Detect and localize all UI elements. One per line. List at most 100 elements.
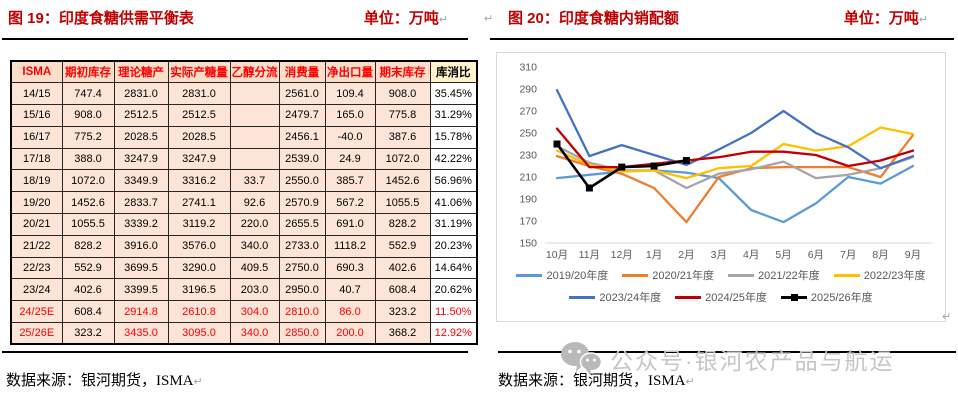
table-cell	[229, 125, 280, 149]
table-cell: 2456.1	[278, 125, 326, 149]
paragraph-mark-icon: ↵	[438, 14, 448, 26]
legend-swatch-icon	[780, 293, 807, 301]
legend-row: 2019/20年度 2020/21年度 2021/22年度 2022/23年度	[516, 267, 926, 283]
table-cell: 2570.9	[278, 191, 326, 215]
table-row: 17/18 388.0 3247.9 3247.9 2539.0 24.9 1072.0 42…	[10, 147, 478, 171]
table-cell: 2733.0	[278, 234, 326, 258]
left-figure-title: 图 19：印度食糖供需平衡表	[8, 10, 194, 27]
table-row: 19/20 1452.6 2833.7 2741.1 92.6 2570.9 567.2 10…	[10, 191, 478, 215]
table-cell: 691.0	[324, 213, 376, 236]
table-cell: 690.3	[324, 256, 376, 280]
left-title-row: 图 19：印度食糖供需平衡表 单位：万吨↵	[8, 7, 448, 28]
table-cell: 2561.0	[278, 82, 326, 106]
watermark: 公众号·银河农产品与航运	[560, 341, 895, 377]
y-axis-tick-label: 270	[519, 106, 537, 118]
table-row: 24/25E 608.4 2914.8 2610.8 304.0 2810.0 86.0 32…	[10, 300, 478, 324]
table-header-cell: 净出口量	[324, 60, 376, 84]
series-line	[555, 127, 915, 169]
table-cell: 200.0	[324, 322, 376, 345]
table-cell: 2550.0	[278, 169, 326, 193]
table-cell: 1055.5	[61, 213, 115, 236]
chart-plot-area: 310 290 270 250 230 210 190 170 150 10月 11月 12月 1月 2月…	[519, 62, 933, 261]
legend-row: 2023/24年度 2024/25年度 2025/26年度	[569, 289, 873, 305]
table-cell: 24.9	[324, 147, 376, 171]
table-cell: 775.2	[61, 125, 115, 149]
paragraph-mark-icon: ↵	[942, 311, 952, 323]
series-marker	[585, 184, 593, 192]
legend-item: 2021/22年度	[728, 267, 820, 283]
table-header-cell: 期初库存	[61, 60, 115, 84]
table-header-cell: 理论糖产	[113, 60, 169, 84]
table-cell: 1055.5	[374, 191, 431, 215]
table-cell: 368.2	[374, 322, 431, 345]
table-cell: 3290.0	[167, 256, 231, 280]
y-axis-tick-label: 250	[519, 128, 537, 140]
table-year-cell: 20/21	[10, 213, 63, 236]
x-axis-tick-label: 3月	[711, 249, 727, 261]
table-cell: 203.0	[229, 278, 280, 302]
y-axis-tick-label: 290	[519, 84, 537, 96]
table-cell: 220.0	[229, 213, 280, 236]
table-header-cell: 实际产糖量	[167, 60, 231, 84]
table-header-row: ISMA 期初库存 理论糖产 实际产糖量 乙醇分流 消费量 净出口量 期末库存 库消比	[10, 60, 478, 84]
table-cell: 3196.5	[167, 278, 231, 302]
right-figure-title: 图 20：印度食糖内销配额	[508, 10, 679, 27]
table-year-cell: 17/18	[10, 147, 63, 171]
x-axis-tick-label: 4月	[743, 249, 759, 261]
table-cell: 20.23%	[429, 234, 478, 258]
table-cell: 2914.8	[113, 300, 169, 324]
table-cell: 828.2	[374, 213, 431, 236]
table-cell: 3349.9	[113, 169, 169, 193]
series-marker	[650, 162, 658, 170]
table-cell: 3699.5	[113, 256, 169, 280]
right-bottom-rule	[498, 351, 956, 353]
y-axis-tick-label: 150	[519, 238, 537, 250]
table-cell: 323.2	[374, 300, 431, 324]
legend-swatch-icon	[516, 273, 543, 277]
x-axis-tick-label: 1月	[646, 249, 662, 261]
table-row: 22/23 552.9 3699.5 3290.0 409.5 2750.0 690.3 40…	[10, 256, 478, 280]
table-cell: 3247.9	[113, 147, 169, 171]
left-top-rule	[2, 38, 468, 40]
series-marker	[618, 163, 626, 171]
table-cell: 165.0	[324, 104, 376, 127]
table-cell: 2850.0	[278, 322, 326, 345]
wechat-icon	[561, 342, 602, 375]
table-header-cell: 期末库存	[374, 60, 431, 84]
table-cell: 385.7	[324, 169, 376, 193]
left-unit-label: 单位：万吨↵	[363, 10, 448, 27]
quota-line-chart: 310 290 270 250 230 210 190 170 150 10月 11月 12月 1月 2月…	[496, 52, 946, 322]
table-cell: 3119.2	[167, 213, 231, 236]
y-axis-tick-label: 210	[519, 172, 537, 184]
table-row: 15/16 908.0 2512.5 2512.5 2479.7 165.0 775.8 31…	[10, 104, 478, 127]
table-cell: 12.92%	[429, 322, 478, 345]
table-cell: 828.2	[61, 234, 115, 258]
right-top-rule	[490, 38, 954, 40]
table-cell: 323.2	[61, 322, 115, 345]
right-title-row: 图 20：印度食糖内销配额 单位：万吨↵	[508, 7, 928, 28]
table-cell: 2539.0	[278, 147, 326, 171]
table-cell: 2831.0	[167, 82, 231, 106]
table-cell: 2655.5	[278, 213, 326, 236]
table-cell: 3095.0	[167, 322, 231, 345]
table-row: 25/26E 323.2 3435.0 3095.0 340.0 2850.0 200.0 3…	[10, 322, 478, 345]
table-cell: 3916.0	[113, 234, 169, 258]
legend-item: 2023/24年度	[569, 289, 661, 305]
table-year-cell: 23/24	[10, 278, 63, 302]
table-year-cell: 22/23	[10, 256, 63, 280]
table-cell: 552.9	[374, 234, 431, 258]
table-cell: 1452.6	[374, 169, 431, 193]
legend-label: 2024/25年度	[705, 292, 767, 304]
table-cell: 33.7	[229, 169, 280, 193]
x-axis-tick-label: 10月	[546, 249, 568, 261]
y-axis-tick-label: 170	[519, 216, 537, 228]
table-cell: 20.62%	[429, 278, 478, 302]
legend-swatch-icon	[833, 273, 860, 277]
table-cell: 2512.5	[167, 104, 231, 127]
table-row: 16/17 775.2 2028.5 2028.5 2456.1 -40.0 387.6 15…	[10, 125, 478, 149]
table-cell: 908.0	[374, 82, 431, 106]
table-cell: 340.0	[229, 234, 280, 258]
table-cell: 3247.9	[167, 147, 231, 171]
table-cell: 2610.8	[167, 300, 231, 324]
table-cell: 56.96%	[429, 169, 478, 193]
